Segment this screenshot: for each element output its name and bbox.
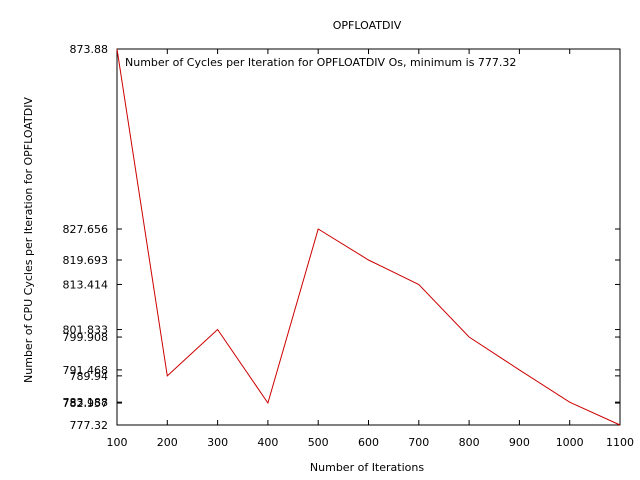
y-tick-label: 791.468: [63, 364, 109, 377]
y-tick-label: 777.32: [70, 419, 109, 432]
series-line: [116, 48, 621, 426]
x-tick-labels: 100 200 300 400 500 600 700 800 900 1000 1100: [107, 436, 635, 449]
x-tick-label: 100: [107, 436, 128, 449]
y-tick-label: 813.414: [63, 278, 109, 291]
y-tick-label: 827.656: [63, 223, 109, 236]
y-axis-label: Number of CPU Cycles per Iteration for O…: [22, 97, 35, 383]
x-tick-label: 700: [408, 436, 429, 449]
chart-title: OPFLOATDIV: [333, 19, 402, 32]
y-tick-labels: 873.88 827.656 819.693 813.414 801.833799.90…: [63, 43, 109, 432]
y-tick-label: 819.693: [63, 254, 109, 267]
x-tick-label: 300: [207, 436, 228, 449]
x-tick-label: 900: [509, 436, 530, 449]
legend-label: Number of Cycles per Iteration for OPFLO…: [125, 56, 516, 69]
x-axis-label: Number of Iterations: [310, 461, 424, 474]
axis-ticks: [116, 48, 621, 426]
x-tick-label: 1100: [606, 436, 634, 449]
x-tick-label: 1000: [556, 436, 584, 449]
y-tick-label: 873.88: [70, 43, 109, 56]
y-tick-label: 783.188: [63, 396, 109, 409]
y-tick-label: 782.957: [63, 397, 109, 410]
x-tick-label: 400: [257, 436, 278, 449]
x-tick-label: 200: [157, 436, 178, 449]
y-tick-label: 799.908: [63, 331, 109, 344]
y-tick-label: 801.833: [63, 324, 109, 337]
y-tick-label: 789.94: [70, 370, 109, 383]
x-tick-label: 500: [308, 436, 329, 449]
x-tick-label: 800: [459, 436, 480, 449]
plot-frame: [116, 48, 621, 426]
x-tick-label: 600: [358, 436, 379, 449]
